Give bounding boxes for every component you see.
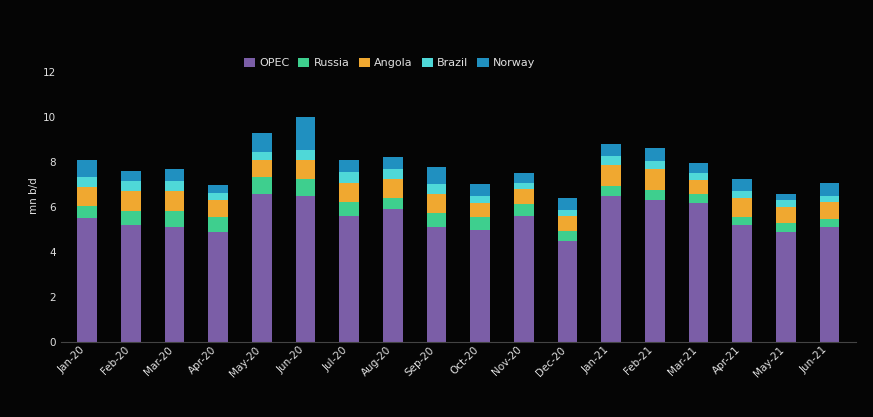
Bar	[296, 118, 315, 150]
Bar	[820, 183, 839, 196]
Bar	[165, 169, 184, 181]
Bar	[252, 152, 272, 160]
Bar	[689, 163, 708, 173]
Bar	[252, 194, 272, 342]
Bar	[645, 148, 664, 161]
Bar	[427, 194, 446, 213]
Bar	[514, 173, 533, 183]
Bar	[340, 183, 359, 201]
Bar	[471, 230, 490, 342]
Bar	[165, 211, 184, 227]
Bar	[209, 217, 228, 232]
Bar	[78, 177, 97, 187]
Bar	[645, 169, 664, 191]
Bar	[558, 198, 577, 210]
Bar	[601, 196, 621, 342]
Bar	[121, 181, 141, 191]
Bar	[78, 160, 97, 177]
Bar	[820, 196, 839, 202]
Bar	[340, 172, 359, 183]
Bar	[732, 198, 752, 217]
Bar	[471, 217, 490, 230]
Bar	[645, 191, 664, 201]
Bar	[471, 196, 490, 203]
Bar	[296, 150, 315, 160]
Bar	[514, 189, 533, 204]
Bar	[514, 216, 533, 342]
Bar	[558, 216, 577, 231]
Bar	[776, 224, 795, 232]
Bar	[558, 210, 577, 216]
Bar	[383, 198, 402, 209]
Bar	[121, 225, 141, 342]
Bar	[165, 227, 184, 342]
Bar	[689, 194, 708, 203]
Bar	[252, 177, 272, 194]
Bar	[820, 202, 839, 219]
Bar	[209, 193, 228, 201]
Bar	[78, 219, 97, 342]
Bar	[645, 161, 664, 169]
Bar	[645, 201, 664, 342]
Bar	[732, 225, 752, 342]
Bar	[732, 179, 752, 191]
Y-axis label: mn b/d: mn b/d	[29, 178, 38, 214]
Bar	[121, 171, 141, 181]
Bar	[514, 183, 533, 189]
Bar	[252, 160, 272, 177]
Bar	[252, 133, 272, 152]
Bar	[383, 209, 402, 342]
Bar	[340, 201, 359, 216]
Bar	[296, 179, 315, 196]
Bar	[601, 156, 621, 165]
Legend: OPEC, Russia, Angola, Brazil, Norway: OPEC, Russia, Angola, Brazil, Norway	[242, 55, 538, 70]
Bar	[209, 185, 228, 193]
Bar	[165, 191, 184, 211]
Bar	[121, 211, 141, 225]
Bar	[209, 232, 228, 342]
Bar	[427, 167, 446, 183]
Bar	[689, 173, 708, 180]
Bar	[340, 160, 359, 172]
Bar	[209, 201, 228, 217]
Bar	[689, 203, 708, 342]
Bar	[78, 187, 97, 206]
Bar	[340, 216, 359, 342]
Bar	[78, 206, 97, 219]
Bar	[776, 232, 795, 342]
Bar	[514, 204, 533, 216]
Bar	[732, 217, 752, 225]
Bar	[383, 179, 402, 198]
Bar	[383, 157, 402, 169]
Bar	[558, 241, 577, 342]
Bar	[427, 213, 446, 227]
Bar	[383, 169, 402, 179]
Bar	[776, 194, 795, 200]
Bar	[820, 219, 839, 227]
Bar	[689, 180, 708, 194]
Bar	[471, 184, 490, 196]
Bar	[471, 203, 490, 217]
Bar	[601, 165, 621, 186]
Bar	[601, 186, 621, 196]
Bar	[121, 191, 141, 211]
Bar	[427, 227, 446, 342]
Bar	[776, 200, 795, 206]
Bar	[558, 231, 577, 241]
Bar	[776, 206, 795, 224]
Bar	[165, 181, 184, 191]
Bar	[820, 227, 839, 342]
Bar	[427, 183, 446, 194]
Bar	[601, 144, 621, 156]
Bar	[296, 160, 315, 179]
Bar	[732, 191, 752, 198]
Bar	[296, 196, 315, 342]
